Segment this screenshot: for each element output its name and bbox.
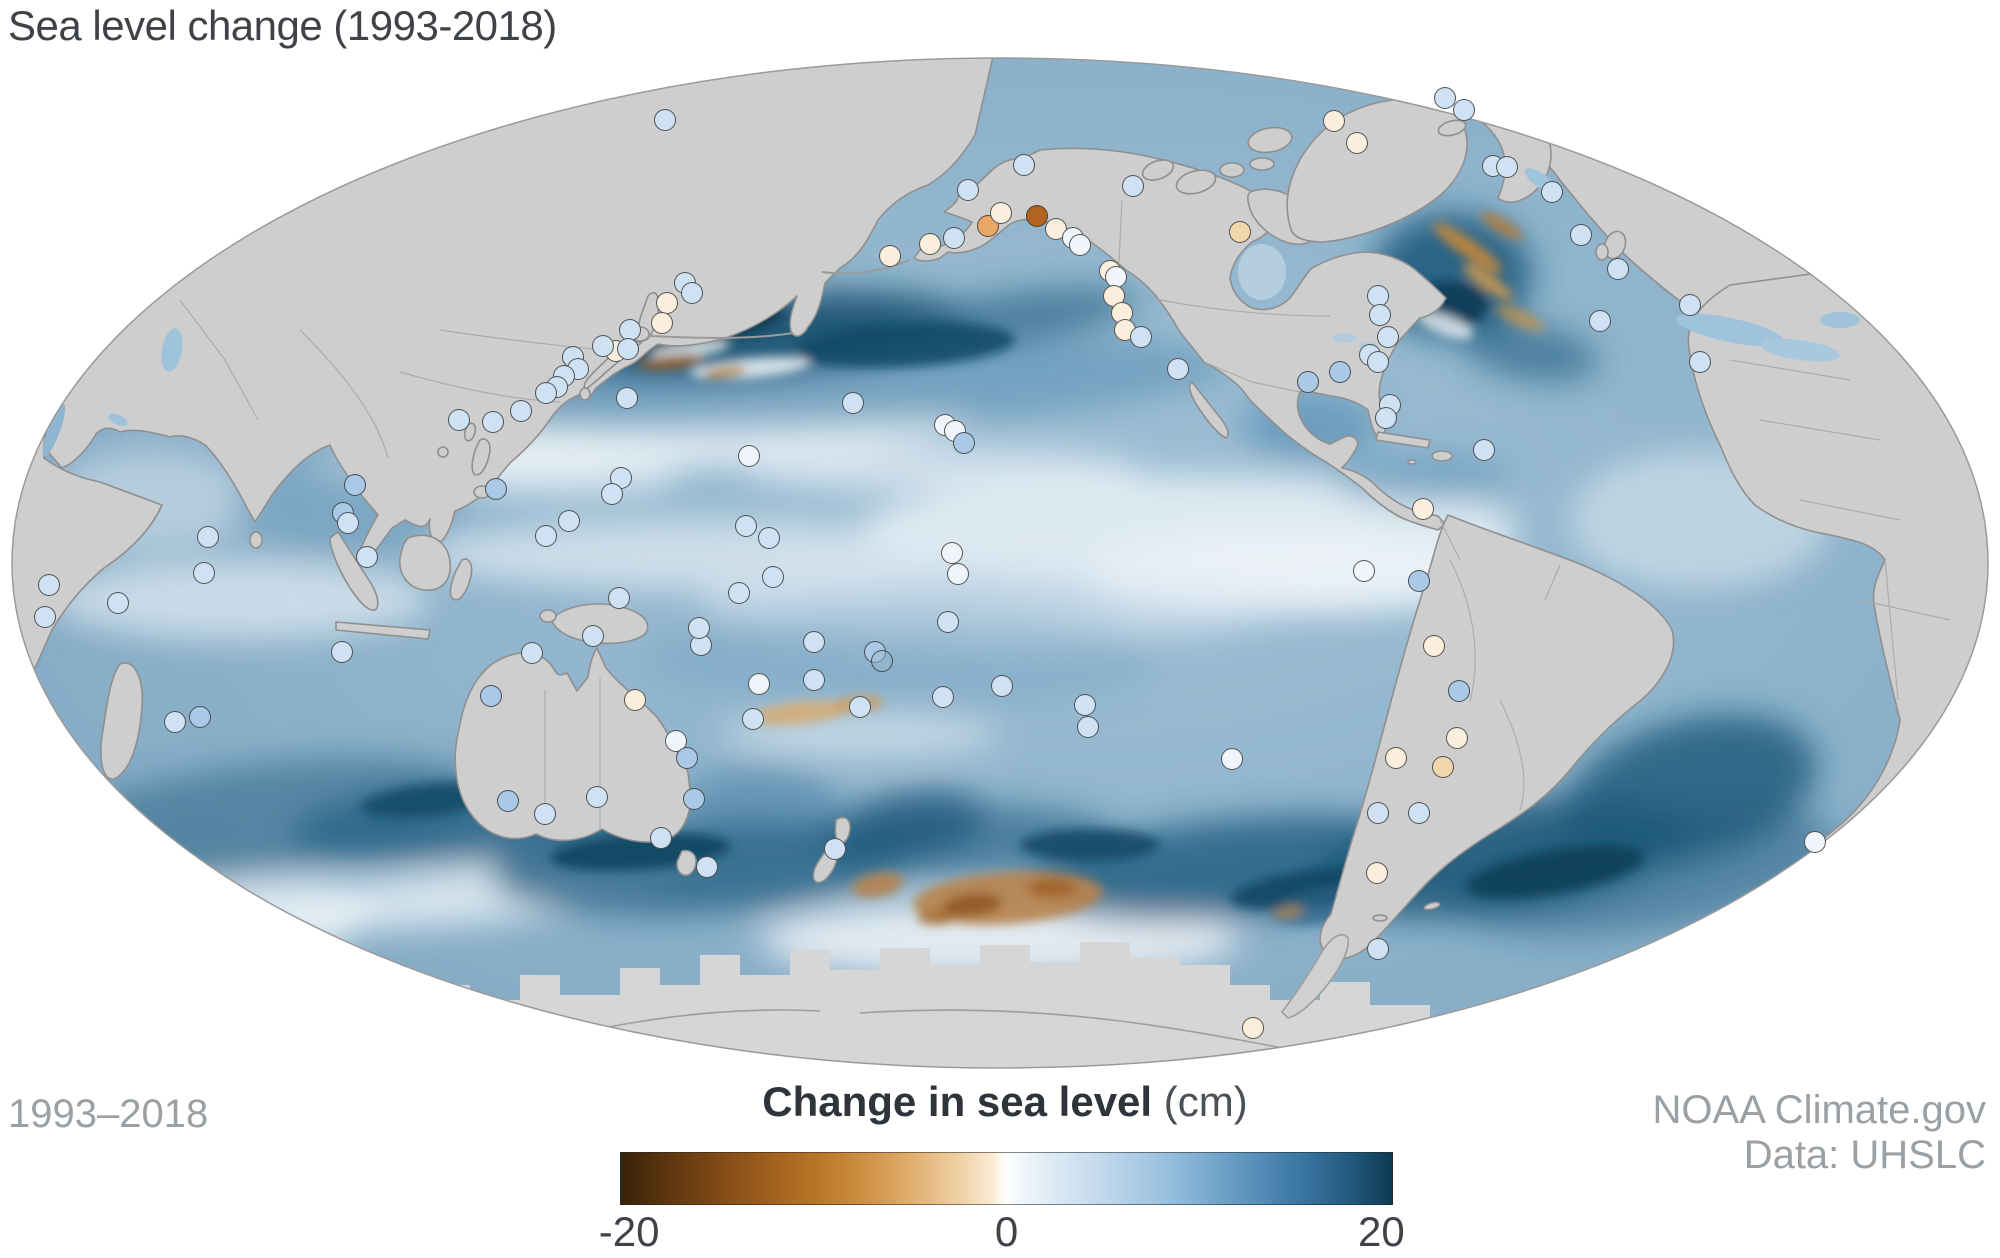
island-madagascar <box>100 662 144 780</box>
island-ellesmere <box>1247 126 1293 154</box>
antarctica-no-data-band <box>380 942 1620 1068</box>
island-hispaniola <box>1431 450 1453 462</box>
colorbar-tick-min: -20 <box>598 1208 660 1255</box>
ocean-tonal-blobs <box>12 213 1839 1001</box>
colorbar-ticks: -20 0 20 <box>599 1208 1405 1256</box>
landmass-greenland <box>1286 98 1468 243</box>
island-hokkaido <box>630 326 650 342</box>
credit-source: NOAA Climate.gov <box>1652 1088 1986 1132</box>
island-victoria <box>1175 169 1217 195</box>
island-kyushu <box>579 387 591 401</box>
colorbar-tick-zero: 0 <box>994 1208 1019 1255</box>
island-borneo <box>399 534 451 591</box>
hudson-bay <box>1238 244 1286 300</box>
island-birds-head <box>539 609 557 623</box>
island-falklands <box>1372 914 1388 922</box>
legend-title: Change in sea level (cm) <box>560 1078 1450 1126</box>
island-nz-north <box>834 816 851 845</box>
island-arctic-small <box>1219 162 1245 178</box>
legend-title-text: Change in sea level <box>762 1078 1153 1125</box>
landmass-south-america <box>1319 514 1675 960</box>
persian-gulf <box>108 413 128 427</box>
island-jamaica <box>1407 459 1417 465</box>
antarctic-peninsula <box>1280 934 1350 1019</box>
island-luzon <box>471 438 491 476</box>
island-iceland <box>1437 119 1467 137</box>
inland-seas <box>42 168 1860 457</box>
island-devon <box>1249 157 1275 171</box>
colorbar <box>620 1152 1393 1205</box>
aleutian-arc <box>821 259 911 275</box>
island-java <box>335 621 431 640</box>
red-sea <box>42 403 66 457</box>
island-cuba <box>1375 431 1431 449</box>
island-tasmania <box>676 849 697 877</box>
island-arcs <box>647 259 911 339</box>
legend-unit: (cm) <box>1163 1078 1248 1125</box>
island-hainan <box>437 446 449 458</box>
colorbar-legend: Change in sea level (cm) <box>560 1078 1450 1126</box>
island-new-guinea <box>551 603 649 645</box>
mediterranean-sea <box>1676 313 1784 347</box>
great-lakes-west <box>1333 333 1357 343</box>
page-title: Sea level change (1993-2018) <box>8 2 557 49</box>
mediterranean-east <box>1760 338 1840 362</box>
great-lakes-east <box>1359 342 1377 350</box>
credits: NOAA Climate.gov Data: UHSLC <box>1653 1088 1986 1178</box>
credit-data: Data: UHSLC <box>1743 1132 1986 1177</box>
island-south-georgia <box>1423 901 1441 911</box>
peninsula-baja <box>1188 381 1229 439</box>
period-label: 1993–2018 <box>8 1092 209 1136</box>
island-mindanao <box>473 485 491 499</box>
caspian-sea <box>161 328 183 372</box>
island-sri-lanka <box>249 531 263 549</box>
colorbar-tick-max: 20 <box>1357 1208 1405 1255</box>
black-sea <box>1820 312 1860 328</box>
globe-outline <box>11 57 1989 1069</box>
island-sumatra <box>329 531 379 611</box>
island-sulawesi <box>449 558 473 601</box>
island-ireland <box>1595 243 1609 261</box>
kuril-arc <box>647 332 794 339</box>
